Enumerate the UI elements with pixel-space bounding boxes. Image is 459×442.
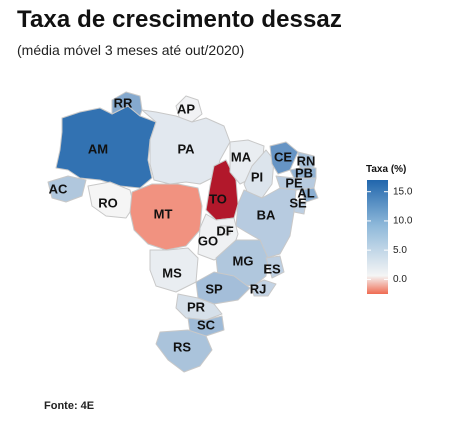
state-ES[interactable] [265,255,285,279]
state-label-PB: PB [295,165,313,180]
state-label-PA: PA [177,141,195,156]
state-label-PI: PI [251,169,263,184]
state-label-CE: CE [274,149,292,164]
state-label-MA: MA [231,149,252,164]
source-note: Fonte: 4E [44,400,95,412]
state-label-GO: GO [198,233,218,248]
state-label-SC: SC [197,317,216,332]
state-BA[interactable] [235,187,297,259]
state-label-MS: MS [162,265,182,280]
legend-tick-label: 0.0 [393,274,407,285]
legend-title: Taxa (%) [366,164,406,175]
state-label-AM: AM [88,141,108,156]
state-label-BA: BA [257,207,276,222]
state-MT[interactable] [129,183,203,251]
state-RR[interactable] [111,91,143,117]
chart-subtitle: (média móvel 3 meses até out/2020) [17,42,245,58]
state-label-PR: PR [187,299,206,314]
state-DF[interactable] [219,225,231,235]
legend-colorbar [367,180,388,294]
color-legend: Taxa (%) 15.0 10.0 5.0 0.0 [366,164,413,294]
state-label-RR: RR [114,95,133,110]
state-PR[interactable] [175,293,223,321]
state-label-TO: TO [209,191,227,206]
state-label-MG: MG [233,253,254,268]
state-label-AC: AC [49,181,68,196]
legend-tick-label: 5.0 [393,245,407,256]
state-label-MT: MT [154,206,173,221]
state-label-DF: DF [216,223,233,238]
state-label-SP: SP [205,281,223,296]
state-label-AP: AP [177,101,195,116]
state-label-AL: AL [297,185,314,200]
legend-tick-label: 10.0 [393,216,413,227]
state-label-RS: RS [173,339,191,354]
state-label-RO: RO [98,195,118,210]
state-label-PE: PE [285,175,303,190]
legend-tick-label: 15.0 [393,186,413,197]
state-label-SE: SE [289,195,307,210]
state-PB[interactable] [289,167,317,179]
state-RJ[interactable] [251,279,277,297]
state-label-ES: ES [263,261,281,276]
state-RS[interactable] [155,329,213,373]
state-PI[interactable] [243,149,275,199]
state-label-RJ: RJ [250,281,267,296]
state-label-RN: RN [297,153,316,168]
state-AL[interactable] [299,187,319,203]
state-AC[interactable] [47,175,87,203]
chart-title: Taxa de crescimento dessaz [17,6,342,33]
